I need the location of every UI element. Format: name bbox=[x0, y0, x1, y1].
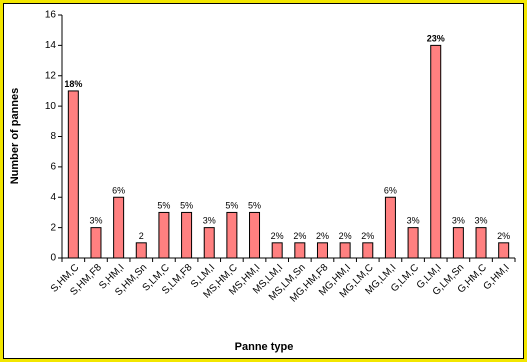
y-tick-label: 12 bbox=[45, 70, 57, 81]
bar-label: 23% bbox=[427, 33, 445, 43]
bar bbox=[181, 211, 193, 259]
bar-label: 5% bbox=[248, 200, 261, 210]
bar-label: 6% bbox=[112, 185, 125, 195]
bar-label: 3% bbox=[407, 216, 420, 226]
bar bbox=[452, 227, 464, 259]
bar bbox=[203, 227, 215, 259]
bar bbox=[498, 242, 510, 259]
y-tick-label: 16 bbox=[45, 10, 57, 21]
y-tick-label: 0 bbox=[50, 253, 56, 264]
bar-label: 18% bbox=[64, 79, 82, 89]
bar bbox=[271, 242, 283, 259]
bar bbox=[135, 242, 147, 259]
bar-label: 2% bbox=[339, 231, 352, 241]
y-tick-label: 10 bbox=[45, 101, 57, 112]
bar bbox=[113, 196, 125, 259]
bar bbox=[316, 242, 328, 259]
y-tick-label: 8 bbox=[50, 131, 56, 142]
bar bbox=[407, 227, 419, 259]
bar bbox=[158, 211, 170, 259]
bar bbox=[294, 242, 306, 259]
bar bbox=[339, 242, 351, 259]
bar-label: 3% bbox=[203, 216, 216, 226]
bar bbox=[226, 211, 238, 259]
bar-label: 2% bbox=[361, 231, 374, 241]
bar bbox=[475, 227, 487, 259]
y-axis-label: Number of pannes bbox=[9, 88, 21, 185]
y-tick-label: 4 bbox=[50, 192, 56, 203]
bar-label: 2% bbox=[316, 231, 329, 241]
bar-label: 3% bbox=[475, 216, 488, 226]
y-tick-label: 6 bbox=[50, 162, 56, 173]
bar bbox=[67, 90, 79, 259]
bar bbox=[249, 211, 261, 259]
x-axis-label: Panne type bbox=[235, 341, 294, 353]
y-tick-label: 2 bbox=[50, 222, 56, 233]
bar bbox=[90, 227, 102, 259]
bar-label: 3% bbox=[89, 216, 102, 226]
bar-label: 2% bbox=[271, 231, 284, 241]
bar-label: 3% bbox=[452, 216, 465, 226]
bar bbox=[362, 242, 374, 259]
bar-label: 5% bbox=[157, 200, 170, 210]
bar bbox=[430, 44, 442, 259]
bar-label: 5% bbox=[225, 200, 238, 210]
bar-label: 2% bbox=[497, 231, 510, 241]
bar-label: 2 bbox=[139, 231, 144, 241]
bar-label: 6% bbox=[384, 185, 397, 195]
bar bbox=[384, 196, 396, 259]
bar-label: 2% bbox=[293, 231, 306, 241]
bar-label: 5% bbox=[180, 200, 193, 210]
y-tick-label: 14 bbox=[45, 40, 57, 51]
chart-border bbox=[3, 3, 524, 359]
